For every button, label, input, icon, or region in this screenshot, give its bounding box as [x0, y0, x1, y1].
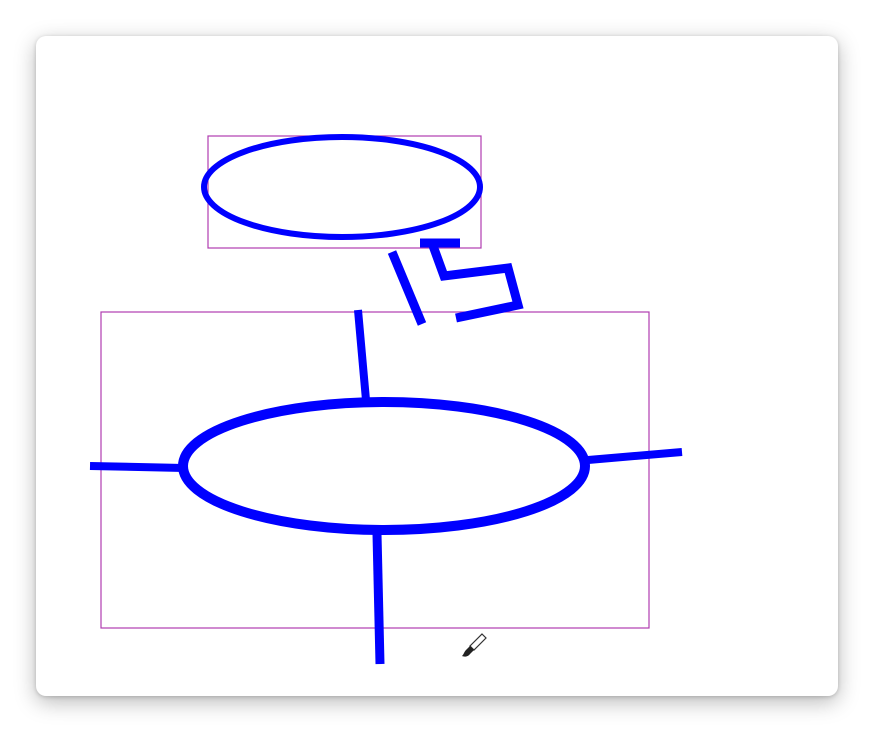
paintbrush-cursor-icon [462, 633, 487, 657]
top-ellipse-stroke[interactable] [201, 134, 483, 240]
zigzag-connector-stroke[interactable] [420, 238, 524, 323]
right-spoke-stroke[interactable] [587, 448, 683, 464]
top-spoke-stroke[interactable] [354, 309, 370, 401]
drawing-canvas[interactable] [36, 36, 838, 696]
bottom-spoke-stroke[interactable] [372, 533, 385, 665]
diagonal-connector-stroke[interactable] [387, 250, 427, 326]
left-spoke-stroke[interactable] [89, 462, 185, 472]
bottom-ellipse-stroke[interactable] [178, 397, 590, 535]
